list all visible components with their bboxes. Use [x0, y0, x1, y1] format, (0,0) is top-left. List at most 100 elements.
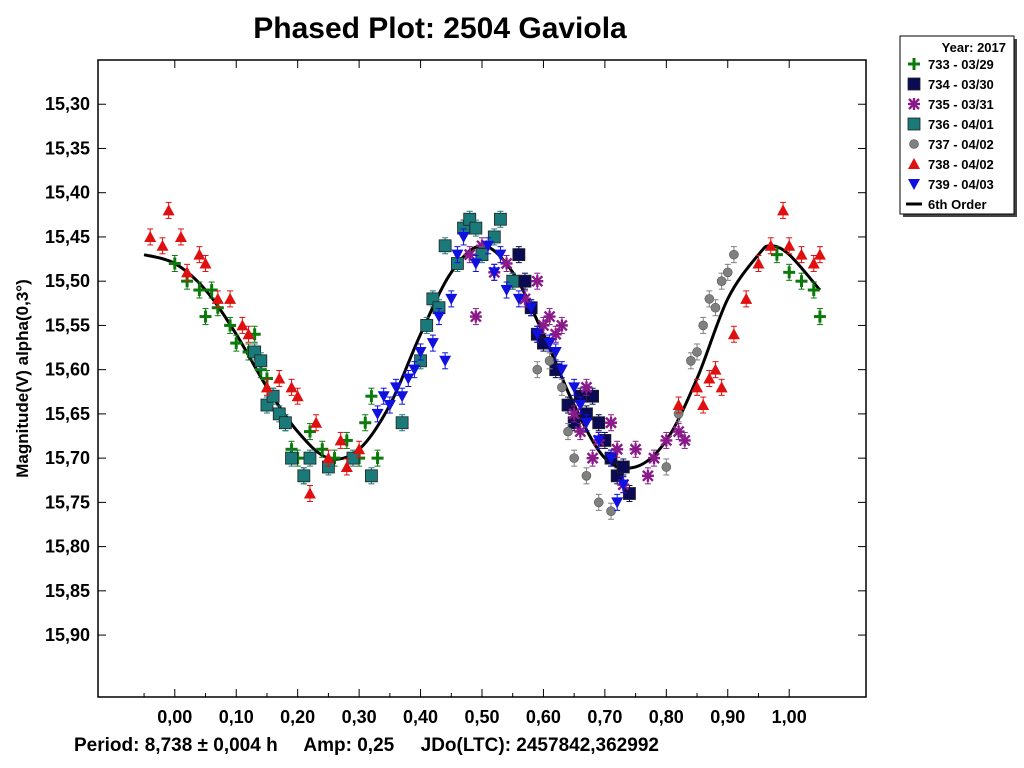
data-point [692, 347, 702, 357]
asterisk-stroke [556, 319, 568, 332]
data-point [438, 239, 452, 253]
data-point [568, 407, 581, 420]
data-point [531, 275, 544, 288]
data-point [795, 275, 808, 288]
data-point [727, 328, 740, 340]
data-point [414, 346, 427, 358]
data-point [611, 497, 624, 509]
data-point [586, 389, 599, 403]
y-tick-label: 15,40 [45, 183, 90, 203]
asterisk-stroke [648, 452, 660, 464]
asterisk-stroke [672, 425, 685, 438]
plot-frame [97, 59, 867, 698]
data-point [469, 310, 482, 323]
data-points-layer [144, 201, 826, 520]
data-point [660, 434, 673, 447]
data-point [310, 416, 323, 428]
asterisk-stroke [568, 408, 581, 420]
data-point [807, 257, 820, 269]
legend-entry-label: 6th Order [928, 197, 987, 212]
data-point [285, 381, 298, 393]
data-point [291, 390, 304, 402]
y-tick-label: 15,70 [45, 448, 90, 468]
data-point [395, 416, 409, 430]
data-point [580, 381, 593, 394]
data-point [764, 239, 777, 251]
data-point [561, 398, 575, 412]
data-point [408, 364, 421, 376]
data-point [813, 248, 826, 260]
x-tick-label: 0,40 [403, 707, 438, 727]
legend-marker [908, 98, 920, 110]
data-point [353, 443, 366, 455]
data-point [531, 329, 544, 341]
y-tick-label: 15,30 [45, 94, 90, 114]
asterisk-stroke [642, 469, 654, 482]
data-point [162, 204, 175, 216]
series-1 [168, 246, 826, 485]
legend-title: Year: 2017 [942, 40, 1006, 55]
data-point [574, 400, 587, 412]
asterisk-stroke [500, 257, 513, 270]
legend-entry-label: 737 - 04/02 [928, 137, 994, 152]
data-point [168, 257, 181, 270]
data-point [475, 248, 489, 262]
legend-marker [908, 158, 920, 169]
data-point [532, 364, 543, 375]
data-point [445, 293, 458, 305]
data-point [488, 267, 501, 279]
x-tick-label: 0,70 [587, 707, 622, 727]
data-point [715, 381, 728, 393]
y-tick-label: 15,35 [45, 138, 90, 158]
data-point [463, 248, 476, 261]
legend-entry-label: 735 - 03/31 [928, 97, 994, 112]
asterisk-stroke [605, 416, 617, 429]
data-point [494, 212, 507, 226]
data-point [661, 462, 672, 472]
data-point [574, 425, 587, 438]
data-point [230, 337, 243, 350]
data-point [691, 381, 704, 393]
data-point [457, 231, 470, 243]
period-label: Period: 8,738 ± 0,004 h [74, 735, 278, 756]
data-point [389, 382, 402, 394]
data-point [525, 302, 538, 314]
footer-info: Period: 8,738 ± 0,004 h Amp: 0,25 JDo(LT… [74, 735, 659, 757]
data-point [686, 356, 696, 366]
data-point [193, 284, 206, 297]
data-point [236, 319, 249, 331]
data-point [710, 302, 721, 313]
asterisk-stroke [580, 381, 593, 394]
y-tick-label: 15,80 [45, 537, 90, 557]
data-point [543, 338, 556, 350]
data-point [451, 249, 464, 261]
asterisk-stroke [574, 425, 587, 438]
asterisk-stroke [537, 319, 550, 332]
asterisk-stroke [531, 275, 544, 288]
data-point [371, 452, 384, 465]
data-point [383, 400, 396, 412]
data-point [303, 487, 316, 499]
data-point [365, 390, 378, 403]
data-point [469, 221, 483, 235]
chart-title: Phased Plot: 2504 Gaviola [253, 12, 627, 45]
data-point [549, 328, 562, 341]
asterisk-stroke [611, 443, 624, 456]
data-point [563, 426, 573, 437]
data-point [555, 364, 568, 376]
data-point [432, 311, 445, 323]
legend-entry-label: 733 - 03/29 [928, 57, 994, 72]
data-point [617, 479, 630, 491]
data-point [569, 453, 579, 463]
data-point [580, 417, 593, 429]
series-5 [532, 246, 739, 520]
x-tick-label: 0,00 [157, 707, 192, 727]
x-tick-label: 0,10 [219, 707, 254, 727]
data-point [555, 319, 568, 332]
data-point [586, 452, 599, 465]
data-point [199, 257, 212, 269]
y-axis-label: Magnitude(V) alpha(0,3°) [13, 279, 32, 478]
data-point [278, 416, 292, 430]
data-point [500, 257, 513, 270]
data-point [716, 276, 727, 286]
